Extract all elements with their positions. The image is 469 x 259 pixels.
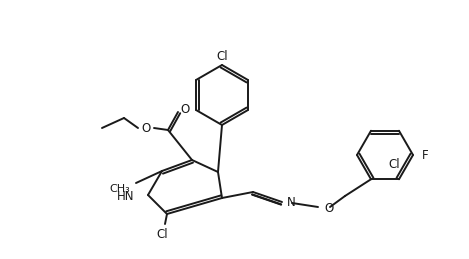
Text: Cl: Cl: [388, 158, 400, 171]
Text: CH₃: CH₃: [109, 184, 130, 194]
Text: F: F: [422, 148, 428, 162]
Text: O: O: [181, 103, 189, 116]
Text: Cl: Cl: [216, 49, 228, 62]
Text: O: O: [141, 121, 151, 134]
Text: HN: HN: [116, 190, 134, 203]
Text: N: N: [287, 197, 296, 210]
Text: O: O: [324, 202, 333, 214]
Text: Cl: Cl: [156, 227, 168, 241]
